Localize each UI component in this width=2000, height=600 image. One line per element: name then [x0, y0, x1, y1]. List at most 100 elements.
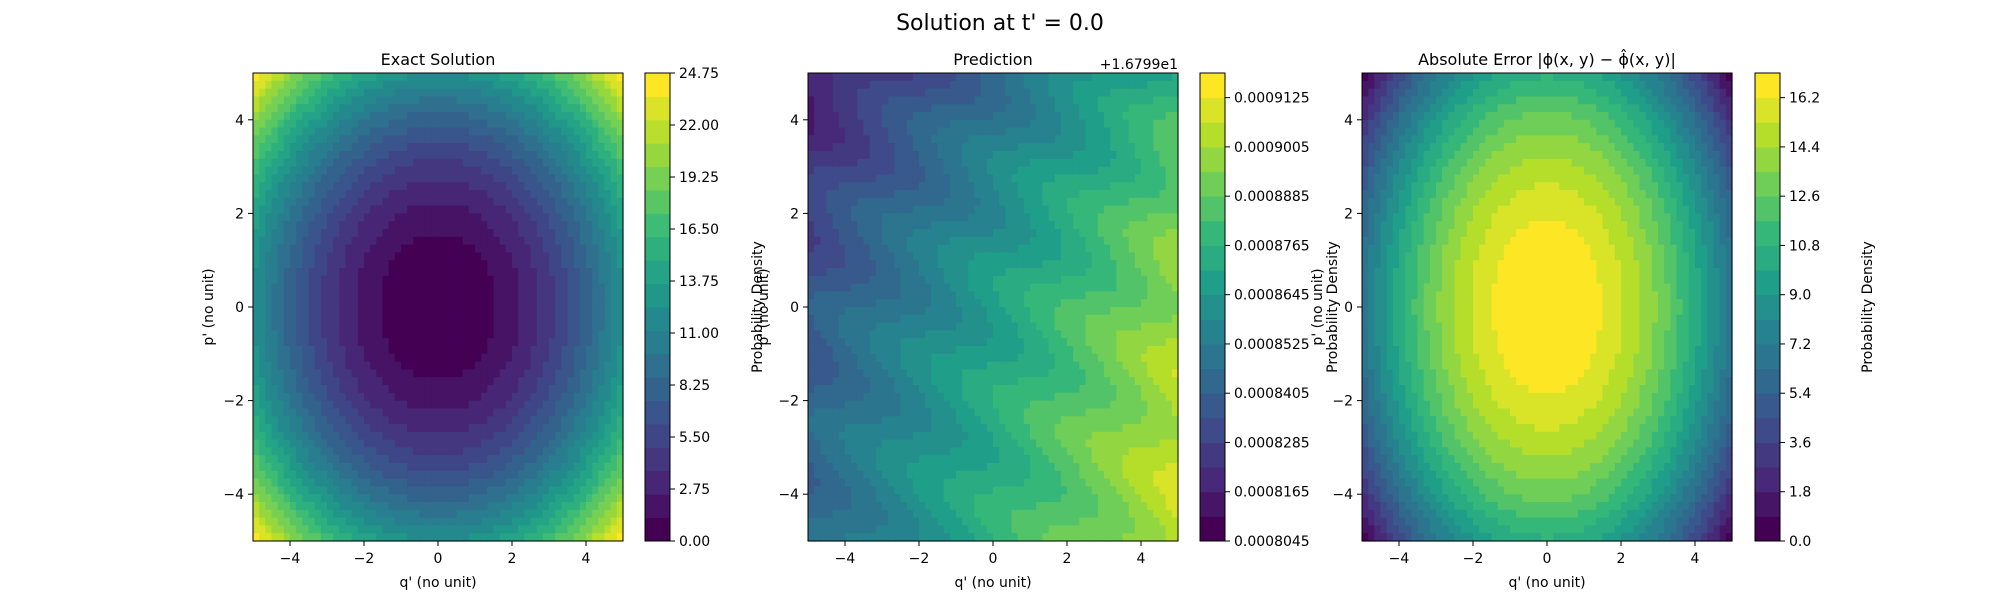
contour-cell [425, 525, 433, 534]
contour-cell [875, 244, 883, 253]
contour-cell [401, 190, 408, 199]
contour-cell [900, 73, 908, 82]
contour-cell [549, 291, 556, 300]
contour-cell [530, 135, 538, 144]
contour-cell [561, 174, 569, 183]
contour-cell [832, 470, 840, 480]
contour-cell [376, 385, 384, 394]
contour-cell [845, 486, 852, 495]
contour-cell [327, 88, 334, 97]
contour-cell [376, 80, 384, 90]
contour-cell [314, 96, 322, 105]
contour-cell [419, 361, 427, 370]
contour-cell [468, 135, 476, 144]
y-tick-label: 2 [235, 206, 244, 222]
contour-cell [444, 229, 451, 238]
contour-cell [931, 307, 939, 316]
contour-cell [894, 369, 902, 378]
contour-cell [499, 244, 507, 253]
contour-cell [394, 158, 402, 168]
contour-cell [888, 525, 895, 534]
contour-cell [931, 431, 939, 441]
contour-cell [364, 127, 371, 136]
contour-cell [524, 229, 532, 238]
contour-cell [567, 283, 575, 292]
contour-cell [592, 470, 599, 480]
contour-cell [419, 353, 427, 363]
contour-cell [283, 424, 291, 433]
contour-cell [863, 260, 871, 269]
contour-cell [320, 361, 328, 370]
contour-cell [277, 314, 285, 324]
contour-cell [838, 174, 846, 183]
contour-cell [826, 213, 834, 222]
contour-cell [524, 361, 532, 370]
contour-cell [388, 143, 396, 152]
contour-cell [351, 244, 359, 253]
contour-cell [376, 361, 384, 370]
contour-cell [549, 127, 556, 136]
contour-cell [468, 525, 476, 534]
contour-cell [586, 408, 593, 417]
contour-cell [549, 314, 556, 324]
contour-cell [290, 525, 297, 534]
contour-cell [462, 463, 470, 472]
contour-cell [579, 447, 587, 456]
contour-cell [314, 517, 322, 526]
contour-cell [376, 299, 384, 308]
contour-cell [271, 283, 279, 292]
contour-cell [425, 158, 433, 168]
contour-cell [462, 486, 470, 495]
contour-cell [444, 353, 451, 363]
contour-cell [456, 182, 464, 191]
contour-cell [407, 408, 414, 417]
contour-cell [937, 182, 945, 191]
contour-cell [536, 229, 544, 238]
contour-cell [345, 135, 353, 144]
contour-cell [598, 244, 606, 253]
contour-cell [413, 533, 421, 542]
contour-cell [542, 244, 550, 253]
contour-cell [888, 439, 895, 448]
contour-cell [604, 392, 612, 402]
contour-cell [863, 80, 871, 90]
contour-cell [425, 517, 433, 526]
contour-cell [370, 338, 377, 347]
contour-cell [401, 369, 408, 378]
contour-cell [900, 197, 908, 207]
contour-cell [370, 268, 377, 277]
contour-cell [912, 80, 920, 90]
contour-cell [567, 174, 575, 183]
contour-cell [271, 400, 279, 409]
contour-cell [345, 338, 353, 347]
contour-cell [925, 260, 932, 269]
contour-cell [388, 80, 396, 90]
contour-cell [561, 205, 569, 214]
contour-cell [382, 236, 390, 246]
contour-cell [290, 322, 297, 331]
contour-cell [382, 369, 390, 378]
contour-cell [838, 455, 846, 464]
contour-cell [832, 291, 840, 300]
contour-cell [925, 213, 932, 222]
contour-cell [814, 424, 821, 433]
contour-cell [407, 322, 414, 331]
contour-cell [814, 385, 821, 394]
contour-cell [456, 127, 464, 136]
contour-cell [444, 205, 451, 214]
contour-cell [475, 424, 482, 433]
contour-cell [598, 236, 606, 246]
contour-cell [425, 322, 433, 331]
contour-cell [450, 182, 458, 191]
contour-cell [832, 314, 840, 324]
contour-cell [912, 268, 920, 277]
colorbar-tick-label: 8.25 [679, 378, 710, 394]
contour-cell [931, 439, 939, 448]
contour-cell [370, 174, 377, 183]
contour-cell [425, 244, 433, 253]
contour-cell [431, 158, 439, 168]
contour-cell [253, 416, 260, 425]
x-tick-label: 0 [434, 551, 443, 567]
contour-cell [296, 119, 303, 129]
contour-cell [376, 135, 384, 144]
